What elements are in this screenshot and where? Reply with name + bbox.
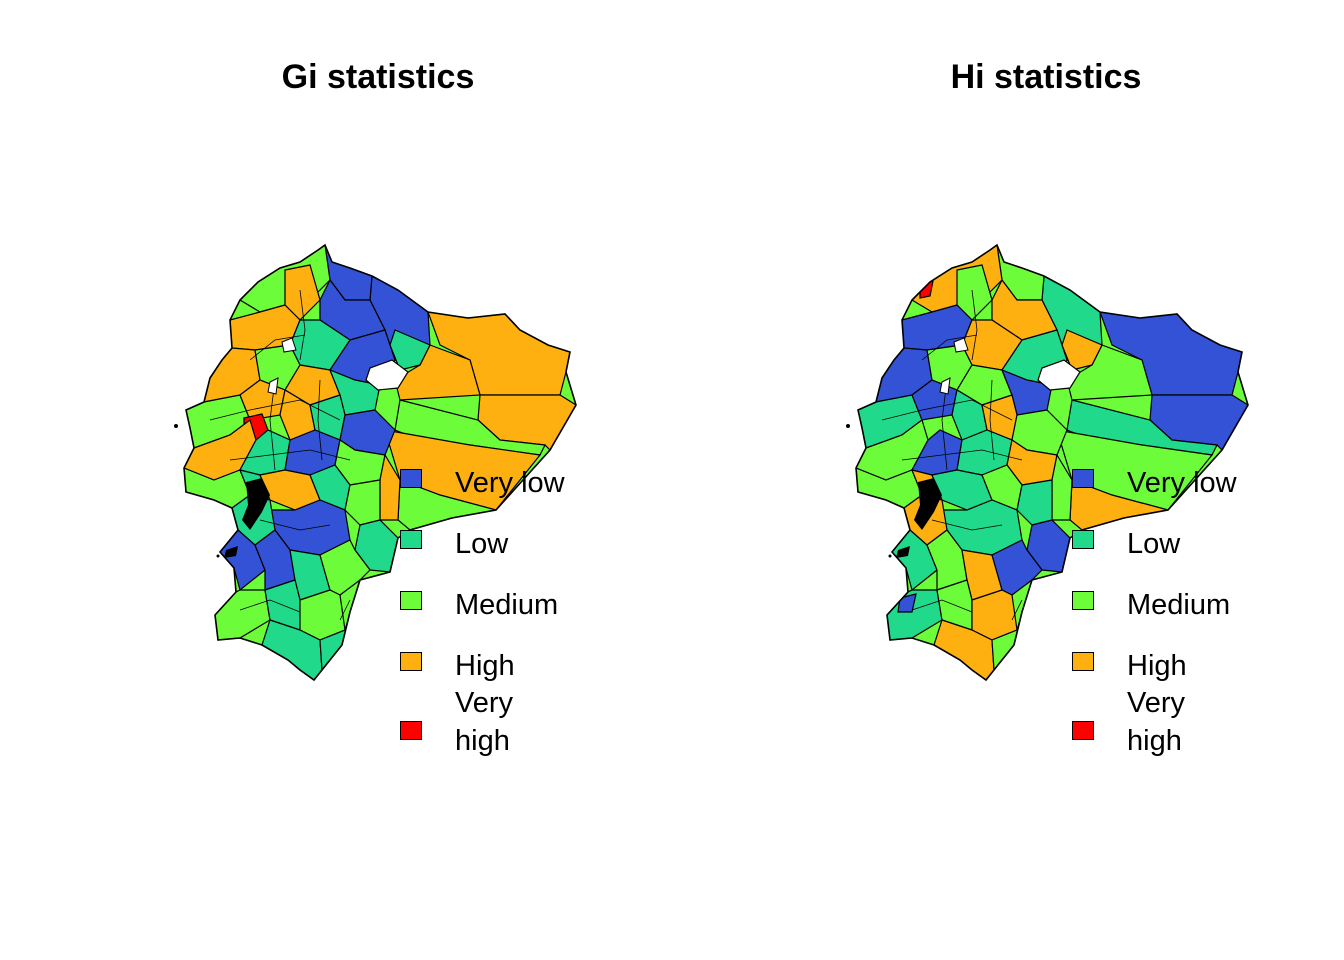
gi-map-panel: Gi statistics	[174, 58, 577, 757]
hi-choropleth-map	[846, 243, 1249, 682]
legend-swatch	[400, 721, 422, 740]
legend-swatch	[1072, 591, 1094, 610]
legend-label: High	[1127, 650, 1187, 682]
legend-swatch	[400, 530, 422, 549]
legend-label: Medium	[455, 589, 559, 621]
legend-swatch	[1072, 469, 1094, 488]
legend-swatch	[1072, 530, 1094, 549]
gi-map-title: Gi statistics	[281, 58, 475, 96]
legend-swatch	[400, 469, 422, 488]
legend-label: Low	[455, 528, 509, 560]
legend-swatch	[1072, 721, 1094, 740]
hi-map-panel: Hi statistics	[672, 0, 1344, 960]
legend-swatch	[1072, 652, 1094, 671]
legend-label: Low	[1127, 528, 1181, 560]
legend-swatch	[400, 591, 422, 610]
legend-label: High	[455, 650, 515, 682]
legend-label: Very low	[455, 467, 565, 499]
legend-label: Very high	[455, 687, 514, 757]
hi-map-title: Hi statistics	[950, 58, 1142, 96]
legend-label: Very high	[1127, 687, 1186, 757]
gi-choropleth-map	[174, 243, 577, 682]
legend-label: Medium	[1127, 589, 1231, 621]
legend-swatch	[400, 652, 422, 671]
legend-label: Very low	[1127, 467, 1237, 499]
